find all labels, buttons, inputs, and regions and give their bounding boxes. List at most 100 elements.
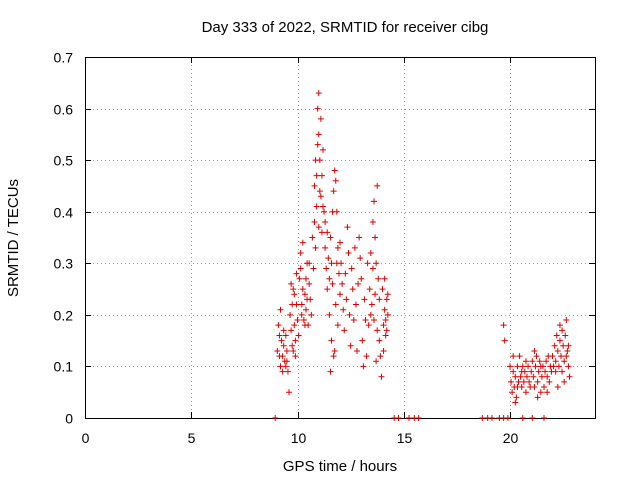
data-point <box>292 353 299 360</box>
data-point <box>326 311 333 318</box>
data-point <box>380 322 387 329</box>
data-point <box>366 286 373 293</box>
x-tick-label: 5 <box>188 430 196 446</box>
data-point <box>518 368 525 375</box>
data-point <box>324 286 331 293</box>
data-point <box>314 105 321 112</box>
data-point <box>310 265 317 272</box>
data-point <box>308 311 315 318</box>
data-point <box>368 301 375 308</box>
data-point <box>295 332 302 339</box>
data-point <box>337 291 343 298</box>
data-point <box>378 373 385 380</box>
data-point <box>296 275 303 282</box>
data-point <box>526 378 533 385</box>
data-point <box>517 373 524 380</box>
data-point <box>553 332 560 339</box>
data-point <box>359 337 366 344</box>
data-point <box>354 347 360 354</box>
y-tick-label: 0 <box>65 411 73 427</box>
data-point <box>328 260 335 267</box>
data-point <box>341 327 348 334</box>
data-point <box>532 363 539 370</box>
data-point <box>338 260 345 267</box>
data-points <box>272 90 573 421</box>
data-point <box>329 208 336 215</box>
data-point <box>315 131 322 138</box>
data-point <box>291 322 298 329</box>
data-point <box>290 286 297 293</box>
data-point <box>277 363 284 370</box>
data-point <box>555 363 562 370</box>
data-point <box>528 368 535 375</box>
data-point <box>554 384 561 391</box>
data-point <box>351 244 358 251</box>
y-tick-label: 0.7 <box>54 50 74 66</box>
data-point <box>551 342 558 349</box>
data-point <box>361 296 368 303</box>
data-point <box>352 301 359 308</box>
data-point <box>520 378 527 385</box>
data-point <box>274 347 281 354</box>
data-point <box>343 296 350 303</box>
data-point <box>565 342 572 349</box>
y-tick-label: 0.6 <box>54 102 74 118</box>
data-point <box>287 311 294 318</box>
data-point <box>283 347 290 354</box>
data-point <box>324 229 331 236</box>
data-point <box>299 286 306 293</box>
data-point <box>357 255 364 262</box>
data-point <box>546 378 553 385</box>
data-point <box>330 353 337 360</box>
data-point <box>554 347 561 354</box>
data-point <box>322 219 329 226</box>
data-point <box>278 337 285 344</box>
data-point <box>272 415 279 421</box>
data-point <box>311 182 318 189</box>
data-point <box>382 332 389 339</box>
data-point <box>537 363 544 370</box>
data-point <box>531 384 538 391</box>
data-point <box>316 188 323 195</box>
data-point <box>538 373 545 380</box>
data-point <box>329 280 336 287</box>
data-point <box>556 322 563 329</box>
data-point <box>534 394 541 401</box>
data-point <box>381 275 388 282</box>
data-point <box>509 389 516 396</box>
data-point <box>543 358 550 365</box>
data-point <box>276 332 283 339</box>
data-point <box>559 327 566 334</box>
data-point <box>318 172 325 179</box>
data-point <box>558 353 564 360</box>
data-point <box>367 249 374 256</box>
data-point <box>519 415 526 421</box>
data-point <box>306 260 313 267</box>
data-point <box>331 347 338 354</box>
data-point <box>367 311 374 318</box>
data-point <box>541 384 547 391</box>
data-point <box>381 306 388 313</box>
data-point <box>279 368 286 375</box>
data-point <box>314 141 321 148</box>
data-point <box>566 373 573 380</box>
data-point <box>313 203 320 210</box>
data-point <box>294 317 301 324</box>
data-point <box>316 157 323 164</box>
data-point <box>326 275 333 282</box>
data-point <box>332 301 339 308</box>
data-point <box>360 363 367 370</box>
data-point <box>290 347 297 354</box>
data-point <box>513 394 520 401</box>
data-point <box>280 327 287 334</box>
data-point <box>344 224 351 231</box>
data-point <box>382 317 389 324</box>
plot-frame <box>85 57 596 419</box>
data-point <box>317 115 324 122</box>
data-point <box>282 332 289 339</box>
data-point <box>288 327 295 334</box>
data-point <box>301 291 308 298</box>
x-tick-label: 20 <box>503 430 519 446</box>
y-tick-label: 0.1 <box>54 359 74 375</box>
y-tick-label: 0.4 <box>54 205 74 221</box>
